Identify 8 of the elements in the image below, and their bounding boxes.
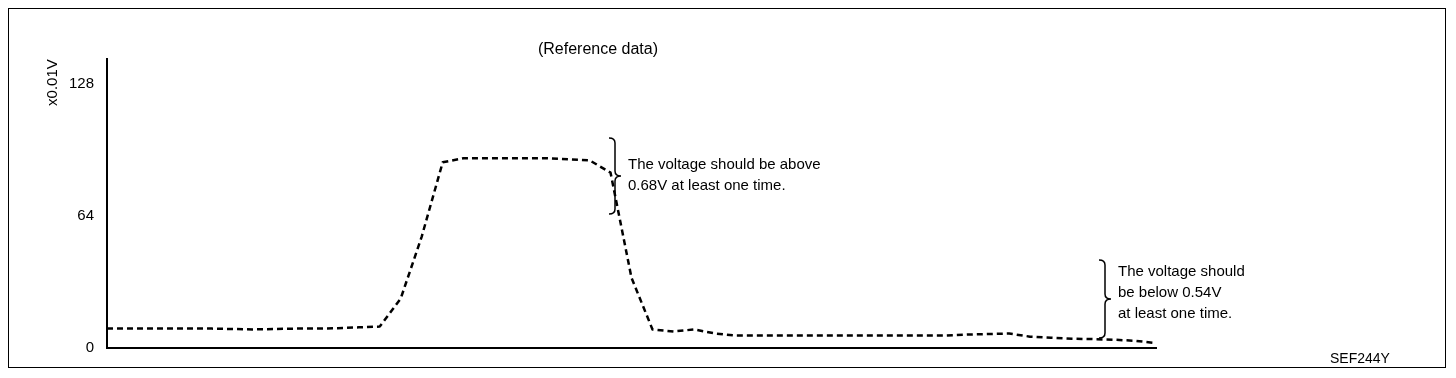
annotation: The voltage should be above 0.68V at least one time.: [628, 154, 821, 195]
chart-title: (Reference data): [537, 40, 659, 58]
text: SEF244Y: [1330, 349, 1390, 368]
y-tick-label: 128: [69, 74, 95, 92]
y-tick-label: 64: [77, 206, 95, 224]
y-tick-label: 0: [85, 338, 95, 356]
y-axis-title: x0.01V: [43, 59, 61, 106]
annotation: The voltage should be below 0.54V at least one time.: [1118, 261, 1245, 323]
